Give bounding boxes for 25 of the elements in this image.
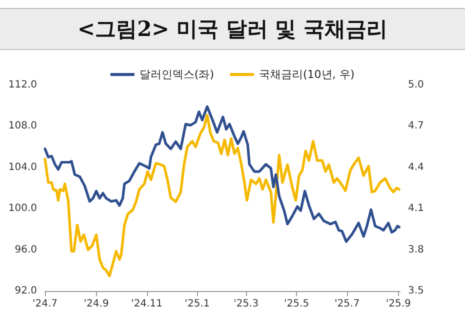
x-tick-label: '24.11 [131,298,162,310]
y2-tick-label: 4.4 [408,162,424,173]
y2-tick-label: 4.1 [408,203,424,214]
y2-tick-label: 3.5 [408,286,424,296]
line-series [44,105,400,243]
y2-tick-label: 5.0 [408,80,424,90]
x-tick-label: '25.5 [284,298,310,310]
x-tick-label: '25.1 [184,298,210,310]
x-tick-label: '25.3 [234,298,259,310]
y-tick-label: 108.0 [8,120,37,132]
legend-label: 달러인덱스(좌) [139,68,214,81]
y-tick-label: 104.0 [8,162,37,173]
y-tick-label: 112.0 [8,80,37,90]
legend-label: 국채금리(10년, 우) [259,68,355,81]
line-series [44,114,400,278]
chart-title: <그림2> 미국 달러 및 국채금리 [0,8,465,50]
x-tick-label: '25.9 [386,298,411,310]
y2-tick-label: 4.7 [408,120,424,132]
x-tick-label: '25.7 [334,298,360,310]
y2-tick-label: 3.8 [408,244,424,256]
x-tick-label: '24.7 [32,298,58,310]
y-tick-label: 92.0 [14,286,37,296]
x-tick-label: '24.9 [84,298,109,310]
y-tick-label: 96.0 [14,244,37,256]
y-tick-label: 100.0 [8,203,37,214]
